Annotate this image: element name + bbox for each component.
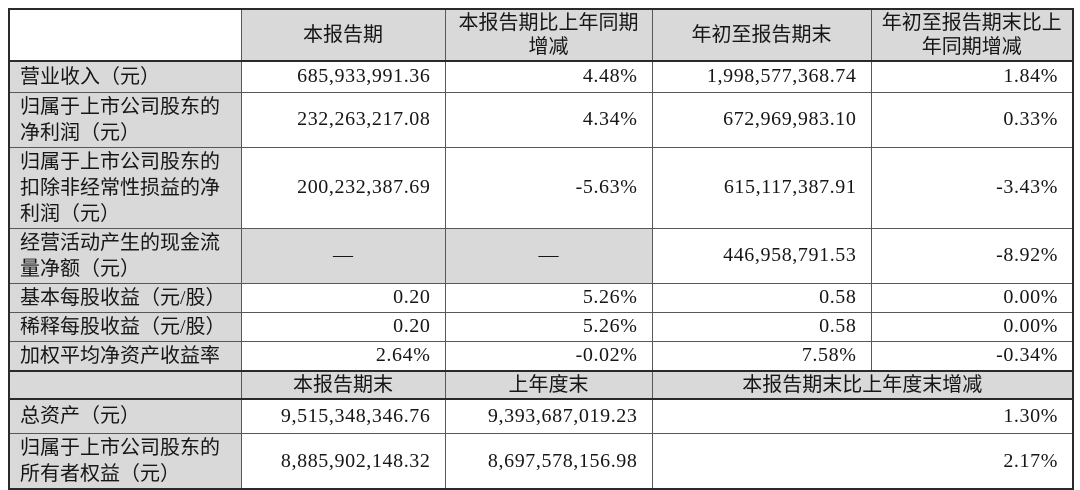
value-ytd: 0.58	[651, 311, 872, 342]
row-label: 稀释每股收益（元/股）	[8, 311, 242, 342]
row-label: 营业收入（元）	[8, 60, 242, 93]
value-period-end: 8,885,902,148.32	[240, 433, 446, 490]
value-current-period: 200,232,387.69	[240, 146, 446, 229]
table-row-net-profit: 归属于上市公司股东的净利润（元） 232,263,217.08 4.34% 67…	[8, 91, 1074, 148]
value-current-period-yoy: 5.26%	[444, 282, 653, 313]
value-ytd: 1,998,577,368.74	[651, 60, 872, 93]
value-ytd: 615,117,387.91	[651, 146, 872, 229]
header-current-period: 本报告期	[240, 8, 446, 62]
financial-report-page: 本报告期 本报告期比上年同期增减 年初至报告期末 年初至报告期末比上年同期增减 …	[8, 8, 1074, 490]
value-current-period: 0.20	[240, 282, 446, 313]
table-row-total-assets: 总资产（元） 9,515,348,346.76 9,393,687,019.23…	[8, 398, 1074, 434]
financial-summary-table: 本报告期 本报告期比上年同期增减 年初至报告期末 年初至报告期末比上年同期增减 …	[8, 8, 1074, 490]
table-subheader-row: 本报告期末 上年度末 本报告期末比上年度末增减	[8, 369, 1074, 400]
value-current-period-yoy: -0.02%	[444, 340, 653, 371]
value-prior-year-end: 8,697,578,156.98	[444, 433, 653, 490]
value-ytd: 672,969,983.10	[651, 91, 872, 148]
value-change-vs-prior-year-end: 1.30%	[651, 398, 1074, 434]
row-label: 归属于上市公司股东的净利润（元）	[8, 91, 242, 148]
value-current-period-yoy-dash: —	[444, 227, 653, 284]
table-row-operating-cash-flow: 经营活动产生的现金流量净额（元） — — 446,958,791.53 -8.9…	[8, 227, 1074, 284]
value-ytd-yoy: 0.00%	[870, 282, 1074, 313]
table-row-revenue: 营业收入（元） 685,933,991.36 4.48% 1,998,577,3…	[8, 60, 1074, 93]
table-row-weighted-avg-roe: 加权平均净资产收益率 2.64% -0.02% 7.58% -0.34%	[8, 340, 1074, 371]
value-ytd-yoy: -8.92%	[870, 227, 1074, 284]
value-prior-year-end: 9,393,687,019.23	[444, 398, 653, 434]
value-ytd-yoy: -0.34%	[870, 340, 1074, 371]
value-current-period: 0.20	[240, 311, 446, 342]
row-label: 归属于上市公司股东的所有者权益（元）	[8, 433, 242, 490]
subheader-period-end: 本报告期末	[240, 369, 446, 400]
row-label: 基本每股收益（元/股）	[8, 282, 242, 313]
value-current-period-yoy: 5.26%	[444, 311, 653, 342]
header-blank-cell	[8, 8, 242, 62]
value-ytd: 0.58	[651, 282, 872, 313]
header-ytd-yoy: 年初至报告期末比上年同期增减	[870, 8, 1074, 62]
subheader-change-vs-prior-year-end: 本报告期末比上年度末增减	[651, 369, 1074, 400]
value-current-period-yoy: 4.34%	[444, 91, 653, 148]
header-ytd: 年初至报告期末	[651, 8, 872, 62]
table-header-row: 本报告期 本报告期比上年同期增减 年初至报告期末 年初至报告期末比上年同期增减	[8, 8, 1074, 62]
table-row-basic-eps: 基本每股收益（元/股） 0.20 5.26% 0.58 0.00%	[8, 282, 1074, 313]
value-change-vs-prior-year-end: 2.17%	[651, 433, 1074, 490]
value-current-period: 232,263,217.08	[240, 91, 446, 148]
row-label: 归属于上市公司股东的扣除非经常性损益的净利润（元）	[8, 146, 242, 229]
value-ytd-yoy: -3.43%	[870, 146, 1074, 229]
value-ytd: 7.58%	[651, 340, 872, 371]
header-current-period-yoy: 本报告期比上年同期增减	[444, 8, 653, 62]
table-row-net-profit-excl-nonrecurring: 归属于上市公司股东的扣除非经常性损益的净利润（元） 200,232,387.69…	[8, 146, 1074, 229]
value-current-period-dash: —	[240, 227, 446, 284]
row-label: 经营活动产生的现金流量净额（元）	[8, 227, 242, 284]
value-ytd-yoy: 1.84%	[870, 60, 1074, 93]
row-label: 加权平均净资产收益率	[8, 340, 242, 371]
value-ytd: 446,958,791.53	[651, 227, 872, 284]
value-ytd-yoy: 0.00%	[870, 311, 1074, 342]
subheader-blank-cell	[8, 369, 242, 400]
row-label: 总资产（元）	[8, 398, 242, 434]
value-period-end: 9,515,348,346.76	[240, 398, 446, 434]
value-current-period-yoy: 4.48%	[444, 60, 653, 93]
table-row-diluted-eps: 稀释每股收益（元/股） 0.20 5.26% 0.58 0.00%	[8, 311, 1074, 342]
table-row-owners-equity: 归属于上市公司股东的所有者权益（元） 8,885,902,148.32 8,69…	[8, 433, 1074, 490]
value-current-period: 685,933,991.36	[240, 60, 446, 93]
subheader-prior-year-end: 上年度末	[444, 369, 653, 400]
value-current-period-yoy: -5.63%	[444, 146, 653, 229]
value-ytd-yoy: 0.33%	[870, 91, 1074, 148]
value-current-period: 2.64%	[240, 340, 446, 371]
